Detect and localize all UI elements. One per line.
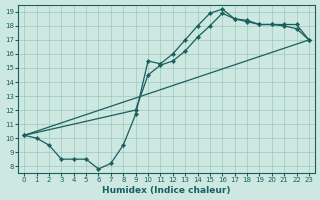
X-axis label: Humidex (Indice chaleur): Humidex (Indice chaleur): [102, 186, 231, 195]
